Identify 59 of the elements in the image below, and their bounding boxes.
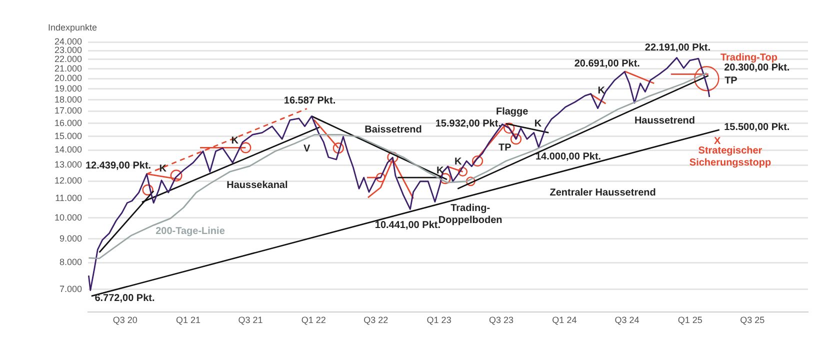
annotation: 12.439,00 Pkt.	[85, 160, 152, 172]
annotation: K	[598, 86, 606, 97]
y-tick-label: 18.000	[54, 94, 82, 104]
annotation: K	[436, 165, 444, 176]
x-tick-label: Q3 24	[614, 315, 640, 326]
x-tick-label: Q1 25	[678, 315, 702, 326]
x-tick-label: Q3 20	[112, 315, 138, 326]
annotation: 20.300,00 Pkt.	[724, 62, 790, 74]
y-tick-label: 9.000	[59, 233, 82, 244]
annotation: 22.191,00 Pkt.	[644, 42, 711, 54]
y-tick-label: 19.000	[54, 83, 82, 94]
x-tick-label: Q1 24	[552, 315, 577, 326]
annotation: Trading- Doppelboden	[438, 203, 502, 226]
y-tick-label: 8.000	[59, 257, 82, 268]
annotation: TP	[724, 76, 738, 87]
annotation: Haussetrend	[634, 116, 696, 127]
annotation: K	[159, 163, 168, 174]
y-axis-title: Indexpunkte	[48, 22, 98, 32]
x-tick-label: Q3 21	[238, 315, 263, 326]
annotation: K	[454, 156, 462, 168]
annotation: 10.441,00 Pkt.	[374, 220, 441, 232]
y-tick-label: 24.000	[54, 36, 82, 46]
annotation: Baissetrend	[364, 124, 422, 136]
annotation: 20.691,00 Pkt.	[574, 58, 640, 70]
x-tick-label: Q1 21	[176, 315, 201, 326]
y-tick-label: 17.000	[54, 106, 82, 116]
y-tick-label: 11.000	[55, 193, 82, 204]
y-tick-label: 21.000	[54, 63, 82, 74]
y-tick-label: 22.000	[54, 54, 82, 64]
y-tick-label: 14.000	[54, 144, 82, 155]
x-tick-label: Q1 22	[301, 315, 326, 326]
annotation: K	[534, 118, 542, 130]
y-tick-label: 15.000	[54, 130, 82, 141]
annotation: 14.000,00 Pkt.	[535, 151, 602, 162]
annotation: 6.772,00 Pkt.	[94, 292, 155, 304]
annotation: K	[231, 135, 240, 146]
x-tick-label: Q3 22	[364, 315, 388, 326]
annotation: Haussekanal	[226, 180, 288, 192]
annotation: 16.587 Pkt.	[284, 96, 336, 107]
x-tick-label: Q1 23	[426, 315, 452, 326]
annotation: Trading-Top	[720, 52, 778, 64]
annotation: TP	[498, 142, 512, 154]
annotation: Flagge	[496, 106, 529, 118]
y-tick-label: 10.000	[54, 212, 82, 222]
y-tick-label: 7.000	[59, 284, 82, 294]
y-tick-label: 20.000	[54, 73, 82, 84]
annotation: Strategischer Sicherungsstopp	[689, 146, 772, 169]
annotation: 15.932,00 Pkt.	[435, 118, 502, 130]
annotation: 15.500,00 Pkt.	[724, 122, 790, 133]
annotation: X	[714, 136, 721, 148]
annotation: Zentraler Haussetrend	[550, 187, 656, 198]
y-tick-label: 12.000	[54, 176, 82, 186]
x-tick-label: Q3 25	[740, 315, 765, 326]
y-tick-label: 13.000	[54, 160, 82, 170]
y-tick-label: 23.000	[54, 45, 82, 56]
x-tick-label: Q3 23	[488, 315, 514, 326]
y-tick-label: 16.000	[54, 118, 82, 128]
annotation: 200-Tage-Linie	[156, 226, 226, 238]
annotation: V	[304, 143, 311, 154]
